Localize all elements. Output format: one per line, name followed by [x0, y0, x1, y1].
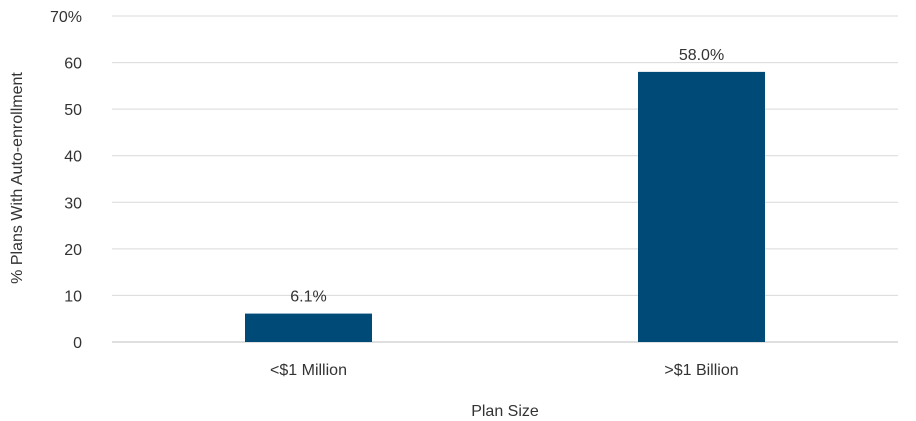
y-tick-labels: 0 10 20 30 40 50 60 70%	[50, 9, 82, 352]
bar	[638, 71, 765, 342]
y-tick-label: 0	[73, 335, 82, 352]
y-tick-label: 40	[64, 149, 82, 166]
bar-data-label: 6.1%	[290, 289, 326, 306]
y-tick-label: 20	[64, 242, 82, 259]
bars	[245, 71, 765, 342]
gridlines	[112, 15, 898, 343]
y-axis-title: % Plans With Auto-enrollment	[9, 72, 26, 284]
y-tick-label: 10	[64, 288, 82, 305]
y-tick-label: 70%	[50, 9, 82, 26]
y-tick-label: 60	[64, 56, 82, 73]
x-axis-title: Plan Size	[471, 403, 539, 420]
x-category-labels: <$1 Million >$1 Billion	[270, 362, 739, 379]
y-tick-label: 50	[64, 102, 82, 119]
x-category-label: >$1 Billion	[664, 362, 738, 379]
y-tick-label: 30	[64, 195, 82, 212]
bar-data-label: 58.0%	[679, 47, 724, 64]
bar	[245, 313, 372, 342]
data-labels: 6.1% 58.0%	[290, 47, 724, 306]
x-category-label: <$1 Million	[270, 362, 347, 379]
